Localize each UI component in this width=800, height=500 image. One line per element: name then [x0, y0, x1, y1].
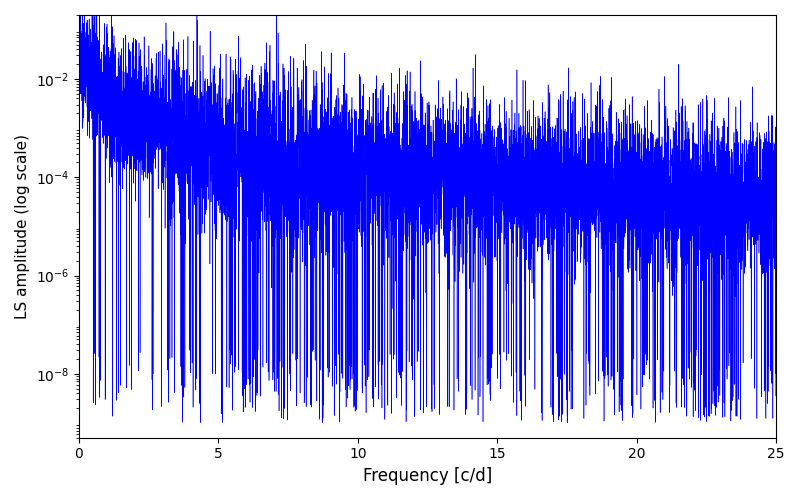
X-axis label: Frequency [c/d]: Frequency [c/d] — [363, 467, 492, 485]
Y-axis label: LS amplitude (log scale): LS amplitude (log scale) — [15, 134, 30, 319]
